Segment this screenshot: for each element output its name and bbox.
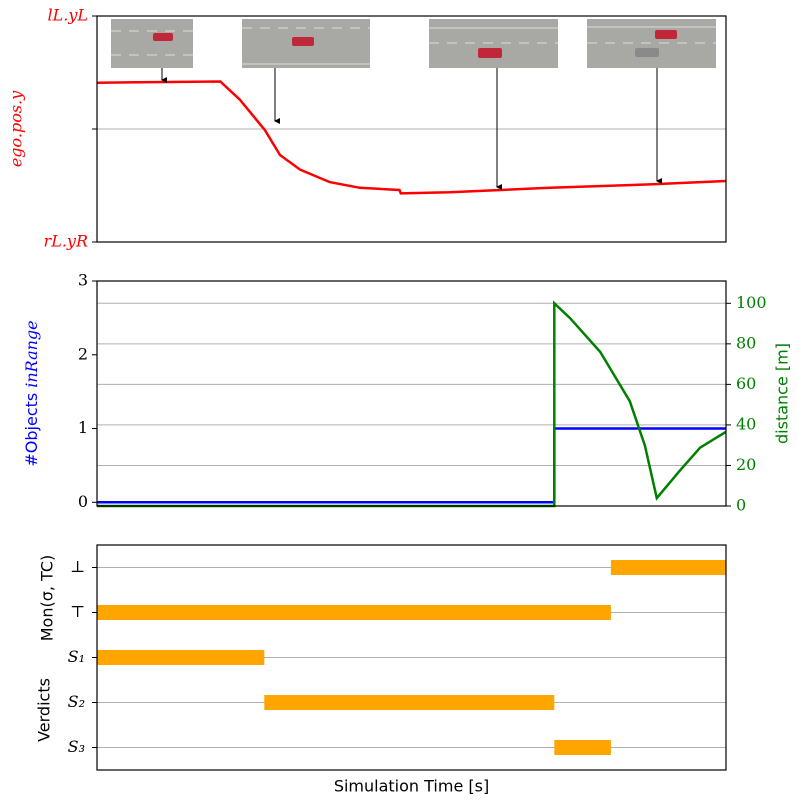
data-line [97, 303, 726, 506]
y-tick-label: 1 [78, 418, 88, 437]
snapshot [429, 19, 558, 68]
y-axis-label: ego.pos.y [7, 90, 26, 167]
y2-tick-label: 80 [736, 333, 756, 352]
y-axis-label-math: inRange [22, 320, 41, 387]
y2-tick-label: 40 [736, 414, 756, 433]
y-axis-label-text: #Objects [22, 393, 41, 467]
y-tick-label: 3 [78, 271, 88, 290]
y-axis-label: Mon(σ, TC) [38, 555, 57, 642]
axes-frame [97, 281, 726, 506]
snapshot [587, 19, 716, 68]
x-axis-label: Simulation Time [s] [334, 777, 489, 796]
y-axis-label: #Objects inRange [22, 320, 41, 466]
snapshot [242, 19, 370, 68]
y-tick-label: rL.yR [44, 232, 88, 251]
verdict-bar [611, 560, 726, 575]
snapshot [111, 19, 193, 68]
y2-tick-label: 60 [736, 374, 756, 393]
y-tick-label: ⊤ [70, 602, 85, 621]
verdict-bar [97, 605, 611, 620]
chart: rL.yR lL.yL ego.pos.y 0 1 2 3 0 20 40 60 80 100 #Obje… [0, 0, 798, 800]
y-tick-label: S₂ [68, 692, 85, 711]
data-line [97, 82, 726, 194]
y2-tick-label: 0 [736, 496, 746, 515]
y-tick-label: S₁ [68, 647, 85, 666]
y2-axis-label: distance [m] [773, 343, 792, 444]
y2-tick-label: 100 [736, 293, 767, 312]
verdict-bar [554, 740, 611, 755]
snapshots [111, 19, 716, 187]
y-tick-label: ⊥ [70, 557, 85, 576]
y-axis-label: Verdicts [35, 678, 54, 742]
verdict-bar [264, 695, 554, 710]
y-tick-label: 2 [78, 344, 88, 363]
y-tick-label: 0 [78, 492, 88, 511]
y-tick-label: S₃ [68, 737, 85, 756]
verdict-bar [97, 650, 264, 665]
y2-tick-label: 20 [736, 455, 756, 474]
y-tick-label: lL.yL [48, 6, 89, 25]
